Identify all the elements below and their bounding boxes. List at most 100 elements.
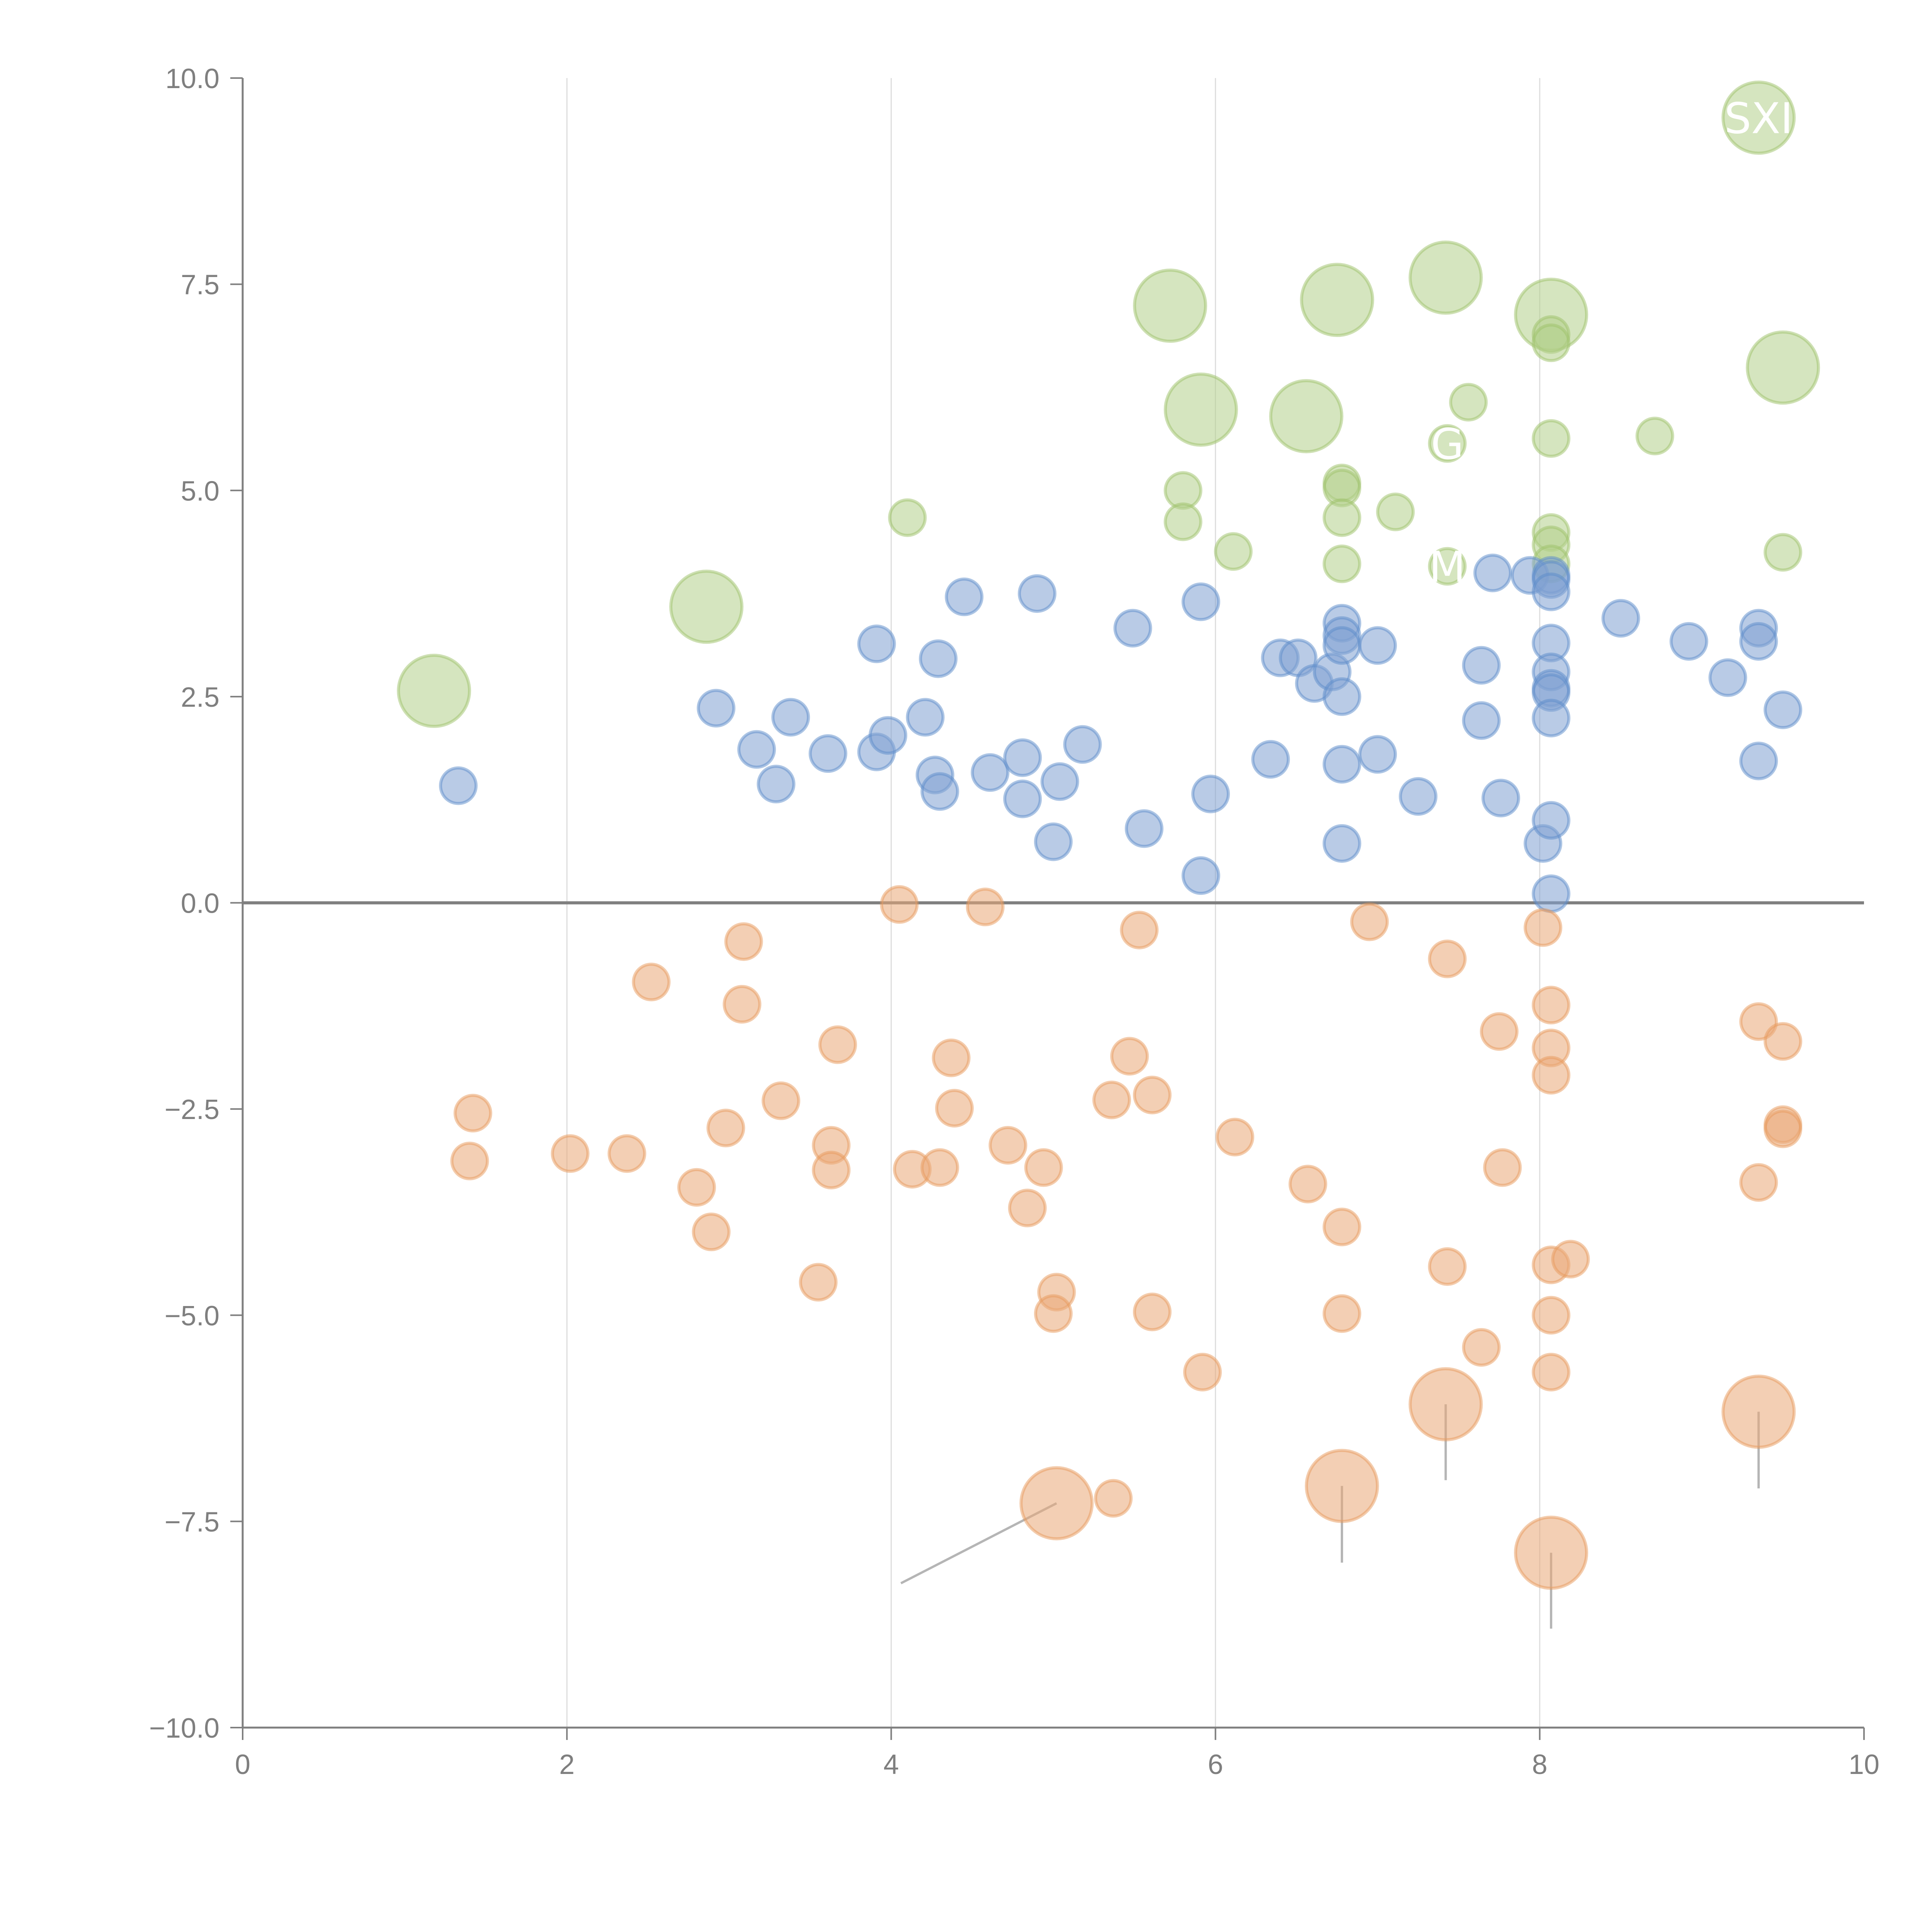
point-label: M bbox=[1429, 543, 1466, 592]
blue-point bbox=[1181, 856, 1220, 895]
orange-point bbox=[932, 1038, 971, 1077]
x-tick-label: 2 bbox=[559, 1749, 575, 1780]
blue-point bbox=[920, 772, 959, 811]
green-point bbox=[1214, 532, 1253, 571]
blue-point bbox=[1063, 725, 1102, 764]
blue-point bbox=[757, 765, 796, 804]
orange-point bbox=[677, 1168, 716, 1207]
orange-point bbox=[453, 1094, 492, 1133]
blue-point bbox=[1181, 582, 1220, 621]
orange-point bbox=[1322, 1294, 1361, 1333]
x-tick-label: 8 bbox=[1532, 1749, 1548, 1780]
blue-point bbox=[906, 698, 945, 737]
blue-point bbox=[1601, 599, 1640, 638]
orange-point bbox=[607, 1134, 646, 1173]
y-tick-label: 0.0 bbox=[181, 888, 219, 919]
blue-point bbox=[1322, 677, 1361, 716]
blue-point bbox=[1739, 742, 1778, 781]
orange-point bbox=[1764, 1109, 1803, 1148]
green-point bbox=[1269, 379, 1344, 454]
blue-point bbox=[1532, 699, 1571, 738]
orange-point bbox=[1532, 986, 1571, 1025]
green-point bbox=[1532, 419, 1571, 458]
blue-point bbox=[1462, 701, 1501, 740]
data-points bbox=[397, 80, 1820, 1590]
point-label: SXI bbox=[1724, 94, 1793, 143]
orange-point bbox=[1350, 902, 1389, 941]
x-tick-label: 0 bbox=[235, 1749, 250, 1780]
blue-point bbox=[1462, 646, 1501, 685]
green-point bbox=[1428, 547, 1467, 586]
orange-point bbox=[1133, 1293, 1172, 1332]
orange-point bbox=[1304, 1449, 1379, 1523]
green-point bbox=[1721, 80, 1796, 155]
blue-point bbox=[919, 639, 958, 678]
orange-point bbox=[1120, 910, 1159, 949]
orange-point bbox=[1019, 1466, 1094, 1541]
y-tick-label: 7.5 bbox=[181, 270, 219, 301]
blue-point bbox=[1251, 740, 1290, 779]
orange-point bbox=[812, 1151, 851, 1190]
orange-point bbox=[724, 922, 763, 961]
x-tick-label: 10 bbox=[1849, 1749, 1879, 1780]
orange-point bbox=[706, 1109, 745, 1148]
blue-point bbox=[1708, 658, 1747, 697]
orange-point bbox=[1215, 1117, 1254, 1156]
blue-point bbox=[1040, 762, 1079, 801]
orange-point bbox=[880, 885, 919, 924]
green-point bbox=[397, 653, 471, 728]
y-tick-label: 10.0 bbox=[165, 63, 219, 94]
blue-point bbox=[1481, 779, 1520, 818]
y-tick-label: −2.5 bbox=[165, 1094, 219, 1125]
orange-point bbox=[1094, 1479, 1133, 1518]
blue-point bbox=[1739, 622, 1778, 661]
green-point bbox=[669, 570, 744, 644]
orange-point bbox=[920, 1148, 959, 1187]
blue-point bbox=[1034, 822, 1073, 861]
blue-point bbox=[1191, 774, 1230, 813]
orange-point bbox=[988, 1126, 1027, 1165]
orange-point bbox=[1764, 1022, 1803, 1061]
orange-point bbox=[1524, 908, 1563, 947]
orange-point bbox=[1024, 1148, 1063, 1187]
green-point bbox=[1322, 498, 1361, 537]
green-point bbox=[1764, 533, 1803, 572]
orange-point bbox=[1008, 1189, 1047, 1228]
blue-point bbox=[771, 698, 810, 737]
blue-point bbox=[737, 730, 776, 769]
y-tick-label: −7.5 bbox=[165, 1507, 219, 1537]
orange-point bbox=[1408, 1367, 1483, 1442]
orange-point bbox=[762, 1081, 801, 1120]
orange-point bbox=[723, 985, 762, 1024]
blue-point bbox=[1003, 779, 1042, 818]
orange-point bbox=[1092, 1080, 1131, 1119]
blue-point bbox=[945, 577, 984, 616]
orange-point bbox=[1183, 1353, 1222, 1392]
orange-point bbox=[935, 1088, 974, 1128]
orange-point bbox=[1110, 1037, 1149, 1076]
blue-point bbox=[1358, 735, 1397, 774]
orange-point bbox=[1532, 1296, 1571, 1335]
blue-point bbox=[869, 716, 908, 755]
blue-point bbox=[1532, 874, 1571, 913]
orange-point bbox=[692, 1213, 731, 1252]
blue-point bbox=[808, 734, 847, 773]
orange-point bbox=[1462, 1328, 1501, 1367]
orange-point bbox=[632, 963, 671, 1002]
orange-point bbox=[1428, 1247, 1467, 1286]
x-tick-label: 6 bbox=[1208, 1749, 1223, 1780]
blue-point bbox=[1399, 777, 1438, 816]
orange-point bbox=[1532, 1353, 1571, 1392]
blue-point bbox=[857, 624, 896, 663]
orange-point bbox=[1034, 1294, 1073, 1333]
blue-point bbox=[1322, 824, 1361, 863]
point-labels: SXI G M bbox=[1429, 94, 1793, 592]
x-tick-label: 4 bbox=[883, 1749, 899, 1780]
blue-point bbox=[1358, 626, 1397, 665]
blue-point bbox=[1322, 745, 1361, 784]
orange-point bbox=[1288, 1165, 1327, 1204]
orange-point bbox=[818, 1025, 857, 1064]
blue-point bbox=[1473, 553, 1512, 592]
orange-point bbox=[1133, 1075, 1172, 1114]
green-point bbox=[1322, 544, 1361, 583]
